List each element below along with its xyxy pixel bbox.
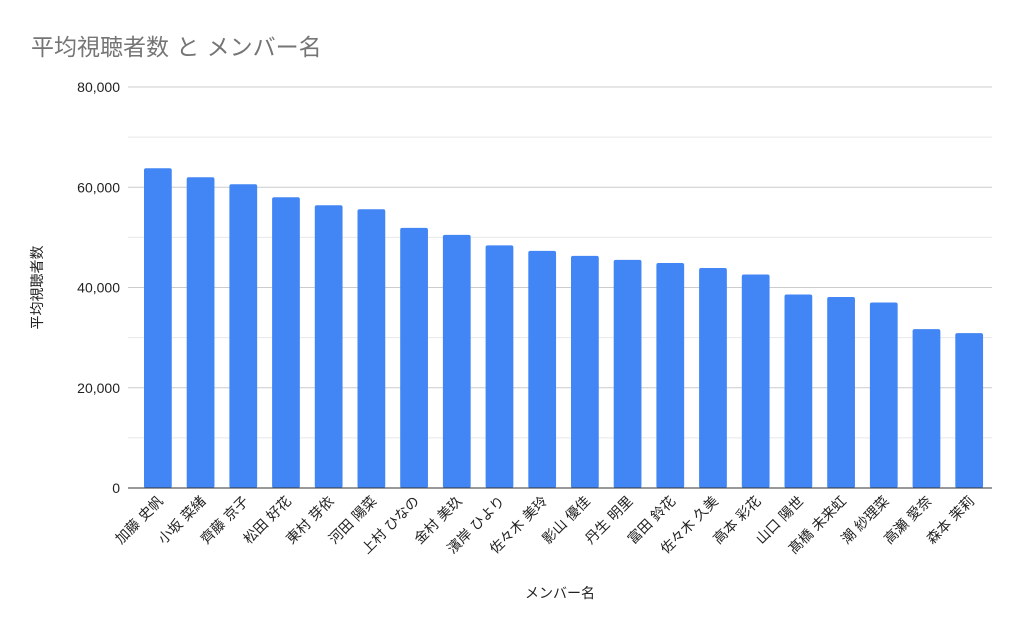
bar: [357, 209, 386, 488]
y-tick-label: 80,000: [77, 79, 120, 95]
bar: [699, 267, 727, 488]
y-tick-label: 0: [112, 480, 120, 496]
bar: [272, 197, 300, 488]
bar: [784, 294, 813, 488]
bars: [144, 168, 984, 489]
bar: [827, 297, 855, 488]
bar: [955, 333, 984, 488]
bar: [571, 255, 599, 488]
x-axis-title: メンバー名: [525, 586, 595, 602]
y-tick-label: 60,000: [77, 179, 120, 195]
bar: [485, 245, 514, 488]
bar: [912, 329, 941, 488]
bar: [656, 262, 685, 488]
bar: [400, 227, 428, 488]
y-tick-label: 20,000: [77, 380, 120, 396]
y-axis-ticks: 0 20,000 40,000 60,000 80,000: [77, 79, 120, 496]
bar: [144, 168, 172, 488]
chart-title: 平均視聴者数 と メンバー名: [31, 35, 322, 61]
bar: [186, 177, 215, 488]
bar: [869, 302, 898, 488]
bar: [613, 259, 642, 488]
y-axis-title: 平均視聴者数: [30, 246, 46, 330]
bar: [741, 274, 770, 488]
bar: [229, 184, 258, 488]
gridlines: [128, 86, 992, 439]
bar: [442, 234, 471, 488]
bar: [314, 205, 343, 489]
y-tick-label: 40,000: [77, 280, 120, 296]
bar: [528, 250, 557, 488]
